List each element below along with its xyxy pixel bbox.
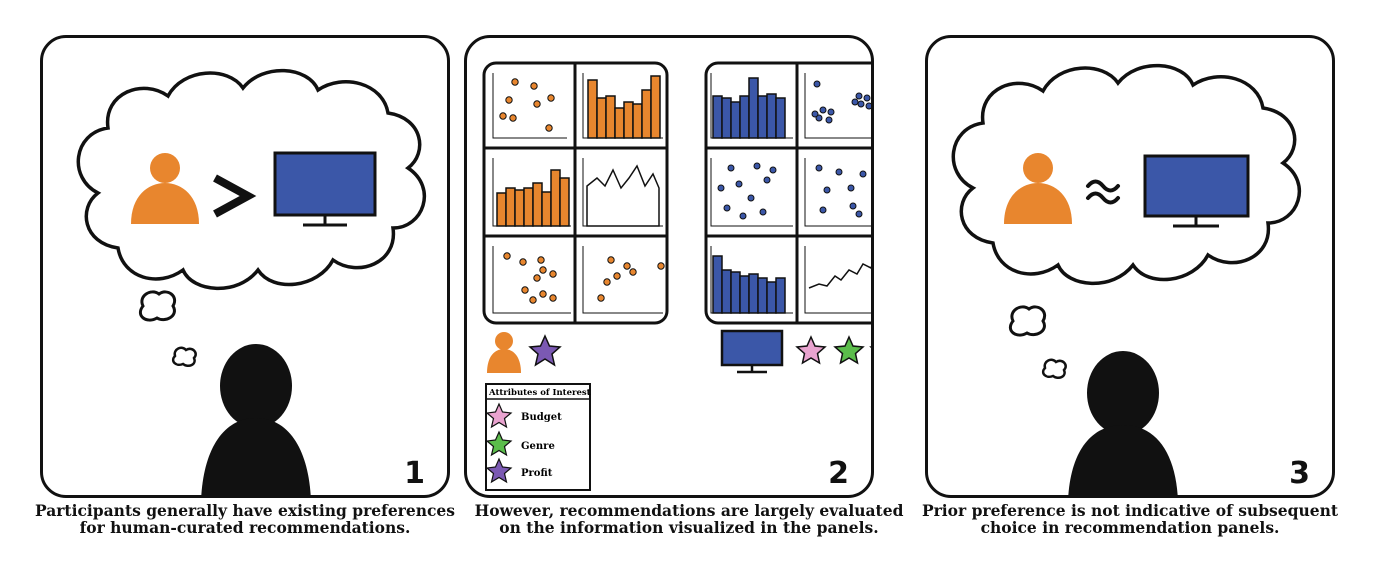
silhouette-icon [201,344,311,495]
system-recommendation-panel [704,61,871,325]
panel-2-illustration: Attributes of Interest Budget Genre Prof… [482,61,871,491]
mini-area-chart [582,158,663,227]
mini-bar-chart [710,73,793,139]
tiny-bubble-icon [171,346,197,367]
mini-scatter-chart [582,246,665,314]
star-icon [833,335,865,365]
person-icon [1004,153,1072,224]
panel-1: 1 [40,35,450,498]
mini-bar-chart [710,246,793,314]
mini-scatter-chart [492,246,571,314]
person-icon [487,332,521,373]
monitor-icon [1143,154,1250,228]
person-icon [131,153,199,224]
panel-1-caption: Participants generally have existing pre… [34,501,456,537]
mini-scatter-chart [710,158,793,227]
star-icon [528,334,562,367]
thought-bubble-icon [951,63,1302,286]
small-bubble-icon [1008,305,1046,337]
star-icon [485,430,513,457]
panel-number: 2 [828,456,849,491]
mini-scatter-chart [804,158,871,227]
mini-bar-chart [492,158,571,227]
legend-label: Budget [521,412,562,423]
greater-than-symbol [213,174,257,218]
monitor-icon [720,329,784,374]
mini-scatter-chart [804,73,871,139]
panel-2-caption: However, recommendations are largely eva… [474,501,904,537]
thought-bubble-icon [76,68,427,291]
mini-line-chart [804,246,871,314]
approx-symbol [1086,179,1120,205]
panel-2: Attributes of Interest Budget Genre Prof… [464,35,874,498]
tiny-bubble-icon [1041,358,1067,379]
star-icon [485,402,513,429]
panel-number: 1 [404,456,425,491]
panel-1-illustration [76,68,427,495]
star-icon [869,346,871,348]
mini-bar-chart [582,73,663,139]
silhouette-icon [1068,351,1178,495]
panel-number: 3 [1289,456,1310,491]
star-icon [485,457,513,484]
star-icon [795,335,827,365]
legend-label: Profit [521,468,553,479]
panel-3-illustration [951,63,1302,495]
legend-label: Genre [521,441,555,452]
panel-3-caption: Prior preference is not indicative of su… [921,501,1339,537]
human-recommendation-panel [482,61,669,325]
small-bubble-icon [138,290,176,322]
mini-scatter-chart [492,73,567,139]
attributes-legend: Attributes of Interest Budget Genre Prof… [485,383,591,491]
panel-3: 3 [925,35,1335,498]
legend-title: Attributes of Interest [488,388,591,398]
monitor-icon [273,151,377,227]
